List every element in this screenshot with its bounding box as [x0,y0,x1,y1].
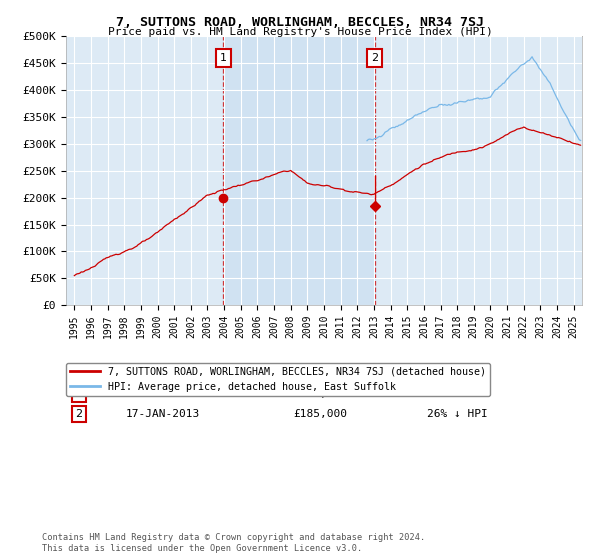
Text: £199,950: £199,950 [293,389,347,399]
Text: 17-JAN-2013: 17-JAN-2013 [125,409,200,419]
Text: 1: 1 [76,389,82,399]
Text: Price paid vs. HM Land Registry's House Price Index (HPI): Price paid vs. HM Land Registry's House … [107,27,493,37]
Legend: 7, SUTTONS ROAD, WORLINGHAM, BECCLES, NR34 7SJ (detached house), HPI: Average pr: 7, SUTTONS ROAD, WORLINGHAM, BECCLES, NR… [66,363,490,395]
Bar [223,36,374,305]
Text: £185,000: £185,000 [293,409,347,419]
Text: 1: 1 [220,53,227,63]
Text: 12-DEC-2003: 12-DEC-2003 [125,389,200,399]
Text: 2: 2 [76,409,82,419]
Text: 7, SUTTONS ROAD, WORLINGHAM, BECCLES, NR34 7SJ: 7, SUTTONS ROAD, WORLINGHAM, BECCLES, NR… [116,16,484,29]
Text: ≈ HPI: ≈ HPI [427,389,461,399]
Text: 2: 2 [371,53,378,63]
Text: Contains HM Land Registry data © Crown copyright and database right 2024.
This d: Contains HM Land Registry data © Crown c… [42,533,425,553]
Text: 26% ↓ HPI: 26% ↓ HPI [427,409,488,419]
